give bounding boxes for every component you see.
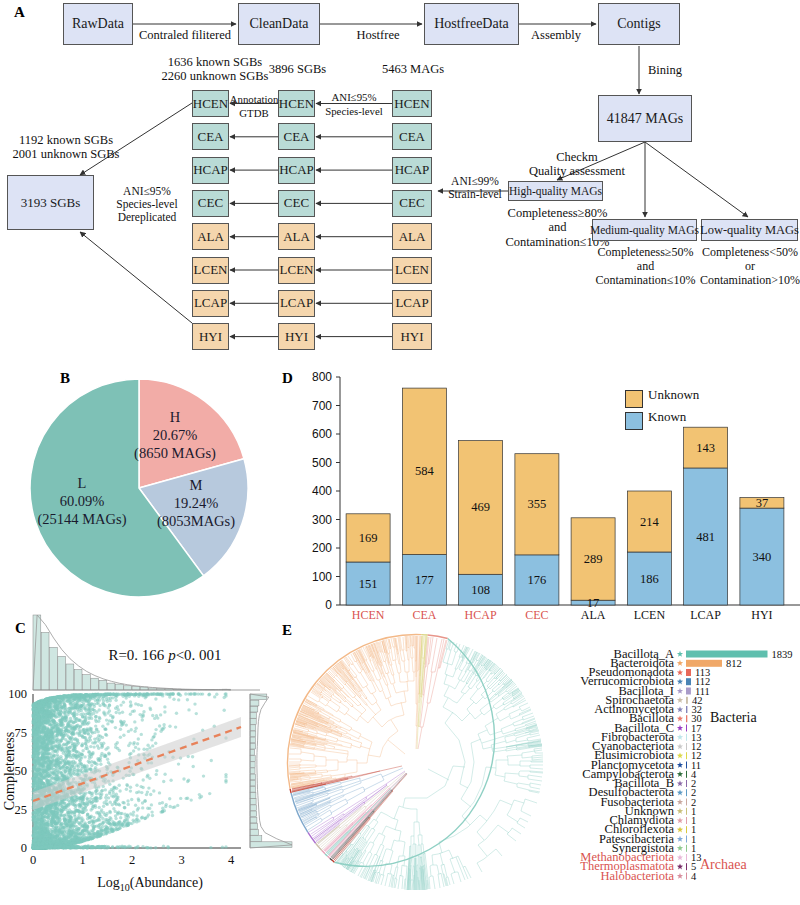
svg-text:1839: 1839 (772, 649, 793, 660)
svg-text:Halobacteriota: Halobacteriota (600, 869, 674, 883)
svg-text:4: 4 (691, 871, 697, 882)
svg-text:812: 812 (726, 658, 742, 669)
